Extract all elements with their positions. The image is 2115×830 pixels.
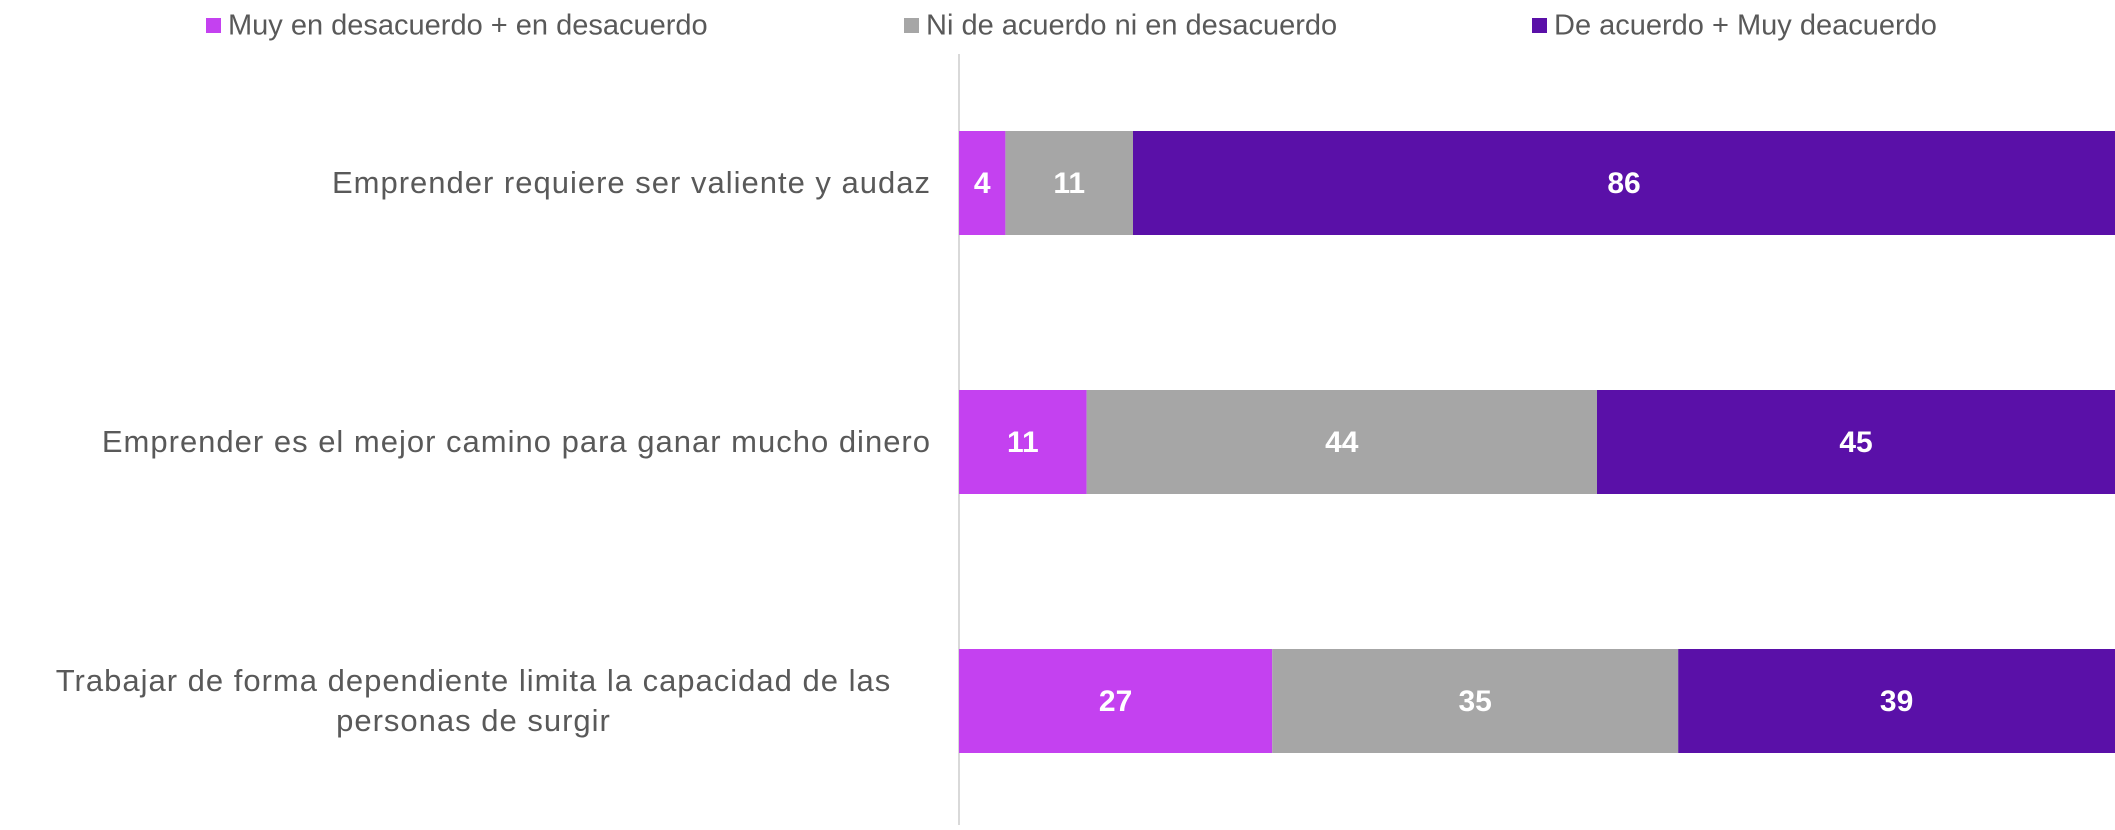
bar-segment <box>1272 649 1679 753</box>
legend-swatch <box>904 18 919 33</box>
data-label: 44 <box>1325 426 1359 459</box>
category-label-box: Trabajar de forma dependiente limita la … <box>11 636 931 766</box>
bar-segment <box>1597 390 2115 494</box>
bar-segment <box>1133 131 2115 235</box>
category-label-wrap: Emprender requiere ser valiente y audaz <box>11 118 931 248</box>
category-label: Emprender requiere ser valiente y audaz <box>331 165 931 200</box>
bar-segment <box>1005 131 1133 235</box>
data-label: 4 <box>974 167 991 200</box>
category-label: Emprender es el mejor camino para ganar … <box>101 424 931 459</box>
category-label-wrap: Emprender es el mejor camino para ganar … <box>11 377 931 507</box>
bar-segment <box>1086 390 1597 494</box>
data-label: 11 <box>1053 167 1085 200</box>
legend-label: Ni de acuerdo ni en desacuerdo <box>926 10 1337 42</box>
category-label-wrap: Trabajar de forma dependiente limita la … <box>11 636 931 766</box>
data-label: 35 <box>1459 685 1492 718</box>
category-label-box: Emprender requiere ser valiente y audaz <box>11 118 931 248</box>
legend-swatch <box>1532 18 1547 33</box>
bar-segment <box>959 649 1273 753</box>
data-label: 86 <box>1607 167 1640 200</box>
data-label: 27 <box>1099 685 1132 718</box>
bar-segment <box>959 131 1006 235</box>
legend-label: Muy en desacuerdo + en desacuerdo <box>228 10 708 42</box>
category-label-box: Emprender es el mejor camino para ganar … <box>11 377 931 507</box>
bar-segment <box>959 390 1087 494</box>
category-label: Trabajar de forma dependiente limita la … <box>55 663 892 738</box>
data-label: 11 <box>1007 426 1039 459</box>
legend-label: De acuerdo + Muy deacuerdo <box>1554 10 1937 42</box>
data-label: 39 <box>1880 685 1913 718</box>
legend-swatch <box>206 18 221 33</box>
data-label: 45 <box>1839 426 1872 459</box>
bar-segment <box>1678 649 2115 753</box>
